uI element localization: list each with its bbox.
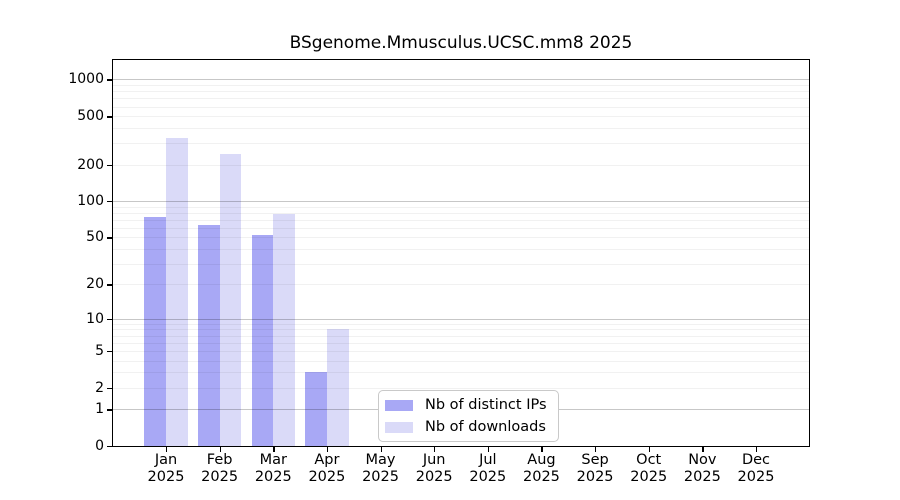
gridline-minor: [113, 248, 809, 250]
gridline-minor: [113, 164, 809, 166]
legend-label-downloads: Nb of downloads: [425, 419, 546, 435]
y-tick-mark: [107, 284, 113, 286]
y-tick-mark: [107, 350, 113, 353]
bar-distinct-ips-feb: [198, 224, 220, 446]
x-tick-label: Feb 2025: [201, 452, 239, 485]
gridline-minor: [113, 206, 809, 208]
x-tick-label: Aug 2025: [523, 452, 560, 485]
x-tick-mark: [648, 446, 651, 452]
x-tick-mark: [595, 446, 597, 452]
x-tick-label: Sep 2025: [576, 452, 614, 485]
gridline-minor: [113, 212, 809, 214]
gridline-minor: [113, 85, 809, 87]
y-tick-mark: [107, 387, 113, 390]
gridline-minor: [113, 360, 809, 362]
y-tick-mark: [107, 79, 113, 81]
legend-swatch-distinct-ips: [385, 399, 413, 411]
x-tick-label: Jul 2025: [469, 452, 507, 485]
legend-swatch-downloads: [385, 421, 413, 433]
gridline-minor: [113, 263, 809, 265]
x-tick-mark: [487, 446, 490, 452]
y-tick-label: 10: [86, 310, 104, 327]
bar-downloads-jan: [166, 137, 188, 446]
legend-label-distinct-ips: Nb of distinct IPs: [425, 397, 547, 413]
x-tick-label: Oct 2025: [630, 452, 668, 485]
y-tick-label: 20: [86, 276, 104, 293]
x-tick-mark: [380, 446, 382, 452]
y-tick-mark: [107, 237, 113, 239]
gridline-major: [113, 201, 809, 203]
x-tick-label: Dec 2025: [737, 452, 775, 485]
y-tick-mark: [107, 164, 113, 166]
gridline-minor: [113, 329, 809, 331]
bar-downloads-feb: [219, 153, 242, 446]
x-tick-mark: [434, 446, 436, 452]
y-tick-label: 50: [86, 229, 104, 246]
x-tick-mark: [273, 446, 275, 452]
bar-distinct-ips-mar: [251, 235, 274, 446]
y-tick-label: 100: [77, 193, 104, 210]
gridline-minor: [113, 128, 809, 130]
x-tick-mark: [756, 446, 758, 452]
gridline-minor: [113, 143, 809, 145]
legend-row-distinct-ips: Nb of distinct IPs: [385, 397, 547, 413]
y-tick-label: 2: [95, 379, 104, 396]
bar-downloads-mar: [273, 213, 295, 446]
gridline-minor: [113, 98, 809, 100]
gridline-major: [113, 318, 809, 320]
x-tick-mark: [702, 446, 704, 452]
y-tick-label: 1: [95, 401, 104, 418]
bar-distinct-ips-apr: [305, 372, 327, 446]
gridline-minor: [113, 237, 809, 239]
gridline-minor: [113, 91, 809, 93]
gridline-minor: [113, 342, 809, 344]
y-tick-mark: [107, 409, 113, 411]
x-tick-label: Nov 2025: [683, 452, 721, 485]
gridline-minor: [113, 284, 809, 286]
x-tick-label: Jan 2025: [147, 452, 185, 485]
y-tick-label: 0: [95, 438, 104, 454]
gridline-minor: [113, 387, 809, 389]
y-tick-label: 200: [77, 156, 104, 173]
gridline-minor: [113, 350, 809, 352]
chart-title: BSgenome.Mmusculus.UCSC.mm8 2025: [289, 33, 633, 53]
plot-area: [113, 60, 809, 446]
y-tick-label: 1000: [68, 71, 104, 88]
y-tick-label: 500: [77, 108, 104, 125]
x-tick-label: Jun 2025: [415, 452, 453, 485]
gridline-minor: [113, 227, 809, 229]
gridline-minor: [113, 106, 809, 108]
x-tick-label: May 2025: [362, 452, 399, 485]
legend: Nb of distinct IPs Nb of downloads: [378, 390, 559, 442]
x-tick-mark: [219, 446, 221, 452]
y-tick-mark: [107, 201, 113, 203]
gridline-minor: [113, 219, 809, 221]
gridline-major: [113, 79, 809, 81]
gridline-minor: [113, 335, 809, 337]
y-tick-mark: [107, 446, 113, 448]
bar-downloads-apr: [326, 329, 349, 446]
gridline-minor: [113, 323, 809, 325]
gridline-minor: [113, 372, 809, 374]
bar-distinct-ips-jan: [144, 216, 166, 446]
x-tick-label: Apr 2025: [308, 452, 346, 485]
x-tick-mark: [326, 446, 329, 452]
legend-row-downloads: Nb of downloads: [385, 419, 547, 435]
x-tick-label: Mar 2025: [254, 452, 292, 485]
gridline-minor: [113, 116, 809, 118]
y-tick-mark: [107, 318, 113, 321]
y-tick-label: 5: [95, 342, 104, 359]
y-tick-mark: [107, 116, 113, 118]
x-tick-mark: [541, 446, 543, 452]
x-tick-mark: [166, 446, 168, 452]
